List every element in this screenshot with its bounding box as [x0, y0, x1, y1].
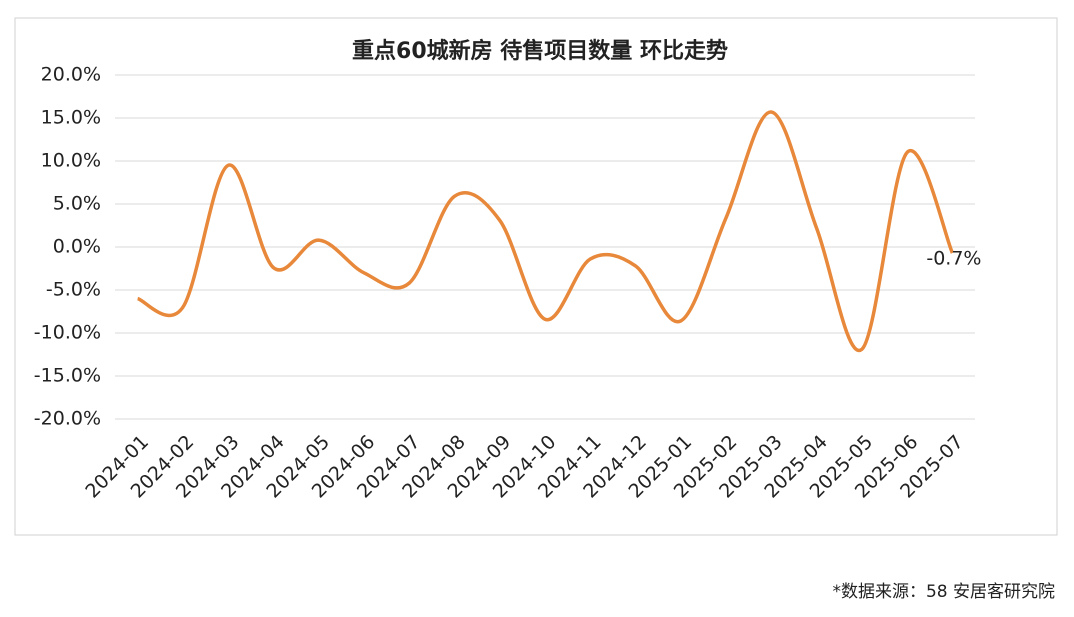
y-tick-label: 15.0% [41, 107, 101, 129]
data-line [136, 110, 954, 353]
chart-frame [14, 17, 1058, 536]
data-label: -0.7% [926, 248, 981, 270]
chart-title: 重点60城新房 待售项目数量 环比走势 [352, 38, 728, 64]
y-tick-label: 0.0% [53, 236, 101, 258]
y-tick-label: -15.0% [34, 365, 101, 387]
y-tick-label: -20.0% [34, 408, 101, 430]
y-tick-label: 10.0% [41, 150, 101, 172]
footnote: *数据来源：58 安居客研究院 [832, 582, 1055, 602]
y-tick-label: 5.0% [53, 193, 101, 215]
y-tick-label: -5.0% [46, 279, 101, 301]
y-tick-label: 20.0% [41, 64, 101, 86]
y-tick-label: -10.0% [34, 322, 101, 344]
